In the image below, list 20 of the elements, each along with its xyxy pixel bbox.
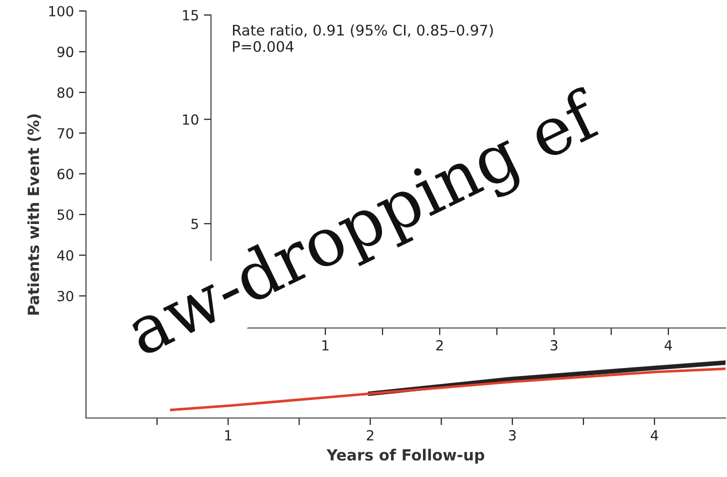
y-tick-label: 50 xyxy=(58,209,74,220)
y-tick-label: 80 xyxy=(57,87,74,98)
y-axis-title: Patients with Event (%) xyxy=(27,114,41,315)
line-series xyxy=(170,368,726,412)
y-tick-label: 10 xyxy=(183,114,198,125)
y-tick-label: 100 xyxy=(49,6,74,16)
x-axis-title: Years of Follow-up xyxy=(326,448,484,464)
y-tick-label: 40 xyxy=(57,250,74,261)
y-tick-label: 60 xyxy=(57,168,74,180)
x-tick-label: 3 xyxy=(550,340,558,351)
y-tick-label: 30 xyxy=(58,290,74,302)
x-tick-label: 4 xyxy=(664,340,672,350)
y-tick-label: 90 xyxy=(57,46,74,58)
x-tick-label: 1 xyxy=(225,430,232,440)
annotation: Rate ratio, 0.91 (95% CI, 0.85–0.97) P=0.004 xyxy=(233,24,493,52)
x-tick-label: 3 xyxy=(509,430,516,441)
x-tick-label: 2 xyxy=(366,430,374,440)
x-tick-label: 4 xyxy=(650,430,658,440)
y-tick-label: 70 xyxy=(58,128,74,139)
y-tick-label: 15 xyxy=(183,10,198,20)
